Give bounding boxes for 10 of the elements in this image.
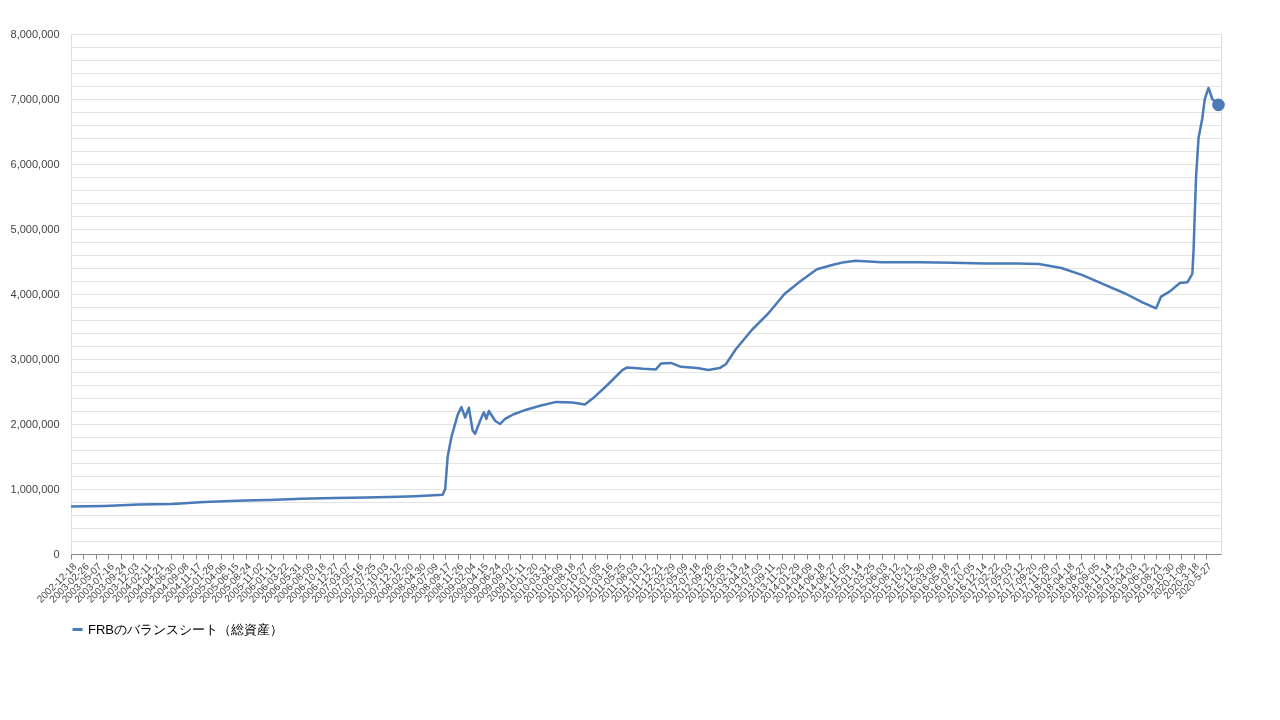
y-tick-label: 5,000,000 <box>10 222 60 235</box>
y-tick-label: 3,000,000 <box>10 352 60 365</box>
y-tick-label: 8,000,000 <box>10 27 60 40</box>
y-tick-label: 6,000,000 <box>10 157 60 170</box>
legend-label: FRBのバランスシート（総資産） <box>88 621 283 637</box>
y-tick-label: 4,000,000 <box>10 287 60 300</box>
y-tick-label: 7,000,000 <box>10 92 60 105</box>
y-tick-label: 1,000,000 <box>10 482 60 495</box>
y-tick-label: 2,000,000 <box>10 417 60 430</box>
y-tick-label: 0 <box>53 547 60 560</box>
